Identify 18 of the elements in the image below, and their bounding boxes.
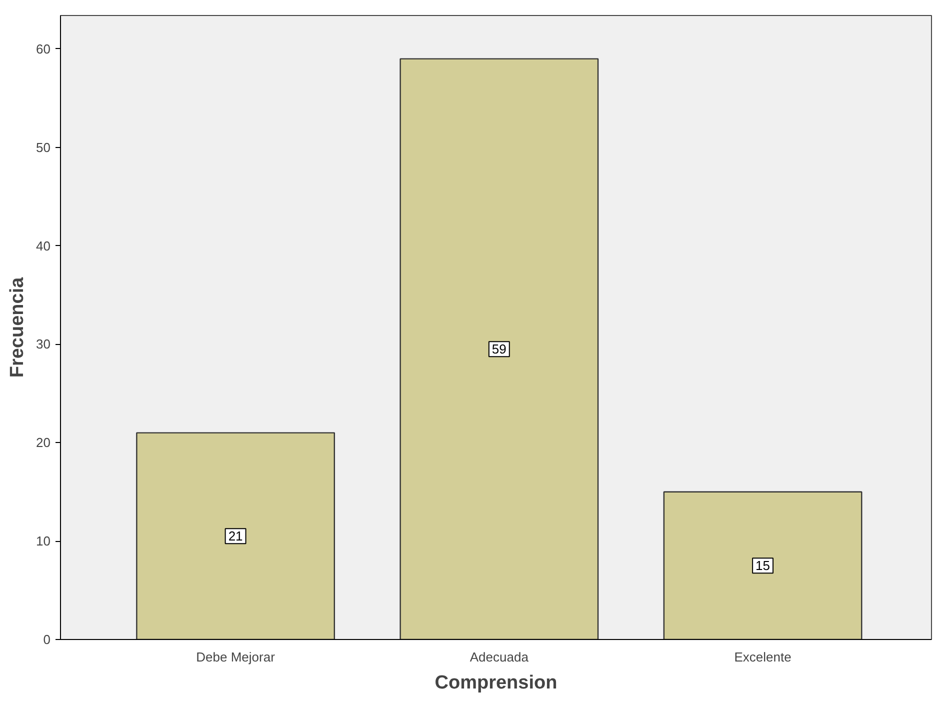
x-tick-label: Debe Mejorar	[196, 650, 276, 664]
data-label: 59	[492, 342, 506, 357]
y-tick-label: 10	[36, 534, 51, 549]
y-tick-label: 40	[36, 238, 51, 254]
y-axis-title: Frecuencia	[7, 276, 28, 378]
y-tick-label: 60	[36, 41, 51, 56]
data-label: 15	[756, 558, 770, 574]
x-axis-title: Comprension	[434, 672, 558, 694]
y-tick-label: 50	[36, 140, 51, 155]
x-tick-label: Adecuada	[470, 650, 530, 664]
bar	[663, 491, 862, 640]
y-tick-label: 0	[43, 632, 51, 647]
x-tick-label: Excelente	[734, 650, 792, 664]
y-tick-label: 30	[36, 336, 51, 352]
bar	[400, 58, 599, 640]
data-label: 21	[228, 528, 243, 544]
y-tick-label: 20	[36, 435, 51, 450]
bar	[136, 432, 335, 640]
